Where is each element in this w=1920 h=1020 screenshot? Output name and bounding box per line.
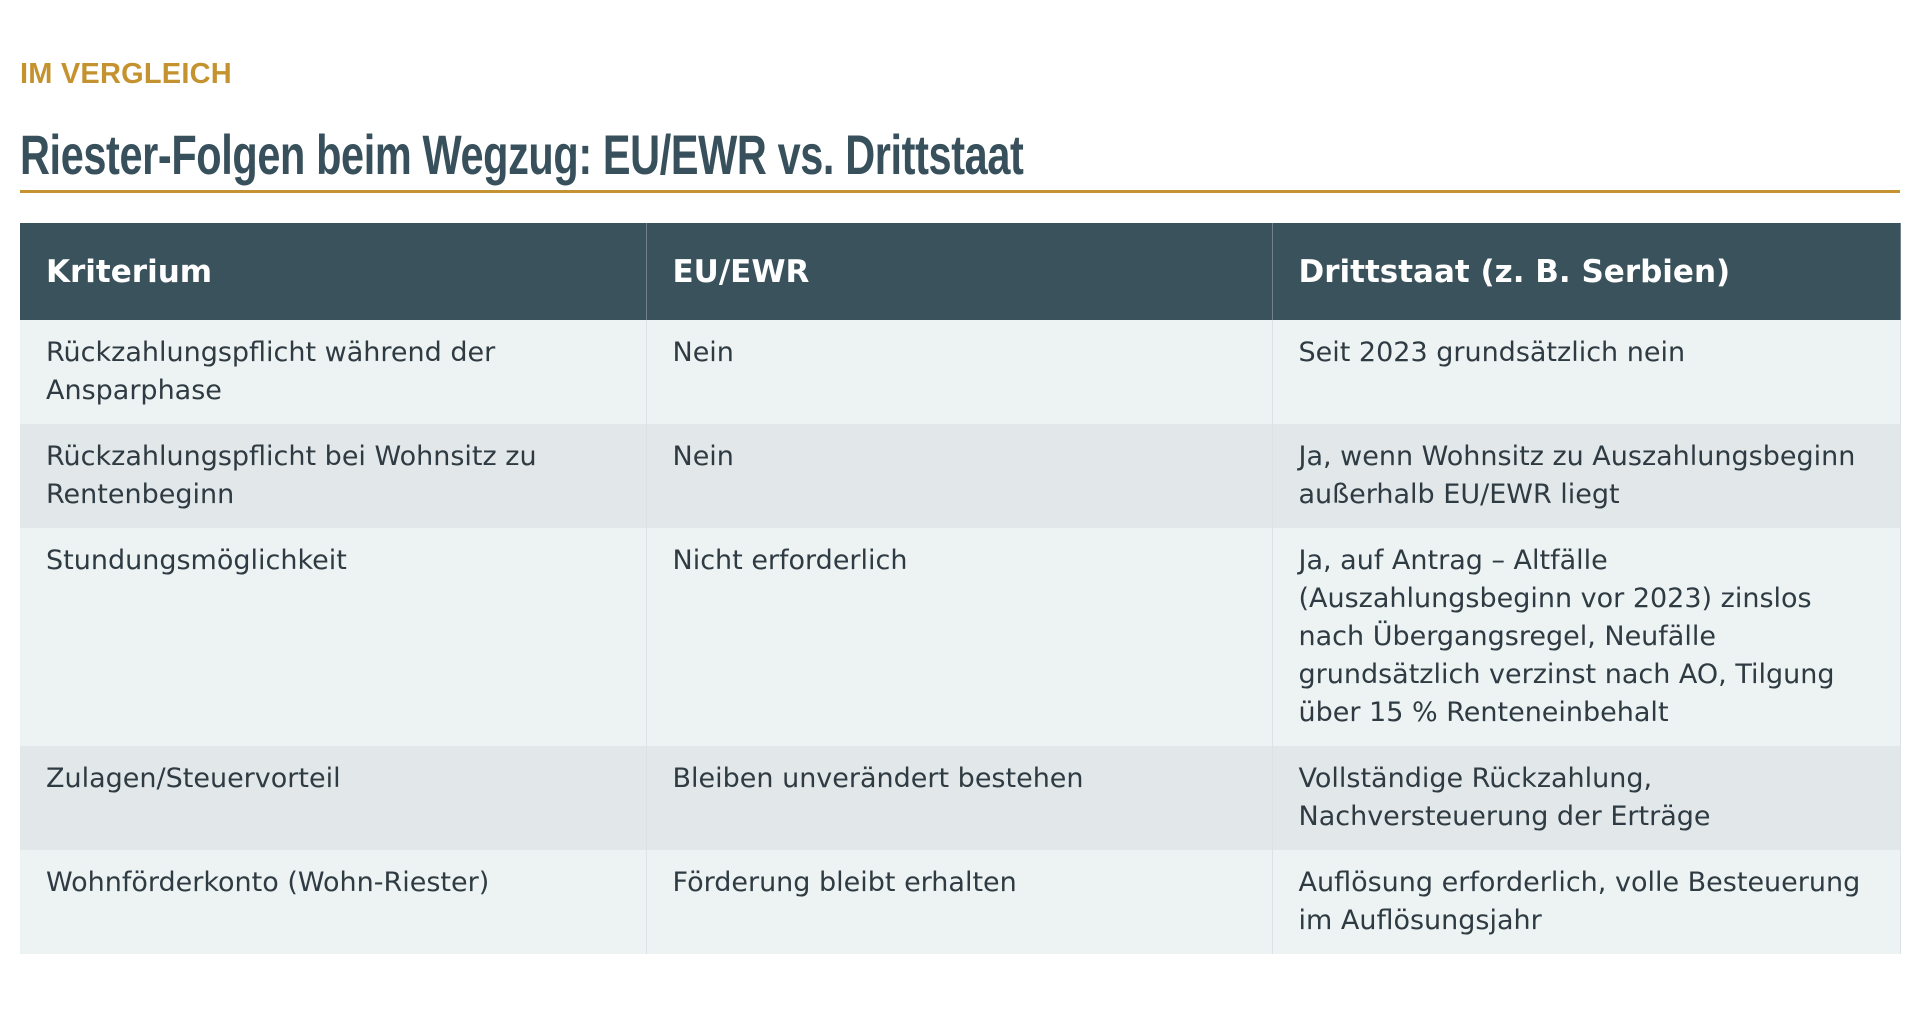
table-cell: Auflösung erforderlich, volle Besteuerun… (1272, 850, 1901, 954)
table-cell: Nein (646, 320, 1273, 424)
header-cell: Drittstaat (z. B. Serbien) (1272, 223, 1901, 320)
table-cell: Nein (646, 424, 1273, 528)
table-cell: Rückzahlungspflicht bei Wohnsitz zu Rent… (20, 424, 647, 528)
table-row: Stundungsmöglichkeit Nicht erforderlich Ja… (20, 528, 1901, 746)
table-row: Wohnförderkonto (Wohn-Riester) Förderung … (20, 850, 1901, 954)
table-cell: Stundungsmöglichkeit (20, 528, 647, 746)
table-body: Rückzahlungspflicht während der Ansparph… (20, 320, 1901, 954)
header-cell: Kriterium (20, 223, 647, 320)
table-cell: Ja, auf Antrag – Altfälle (Auszahlungsbe… (1272, 528, 1901, 746)
table-cell: Zulagen/Steuervorteil (20, 746, 647, 850)
table-cell: Vollständige Rückzahlung, Nachversteueru… (1272, 746, 1901, 850)
table-cell: Nicht erforderlich (646, 528, 1273, 746)
table-cell: Ja, wenn Wohnsitz zu Auszahlungsbeginn a… (1272, 424, 1901, 528)
comparison-table: Kriterium EU/EWR Drittstaat (z. B. Serbien… (20, 223, 1901, 954)
table-cell: Förderung bleibt erhalten (646, 850, 1273, 954)
table-head: Kriterium EU/EWR Drittstaat (z. B. Serbien… (20, 223, 1901, 320)
table-row: Zulagen/Steuervorteil Bleiben unverändert… (20, 746, 1901, 850)
kicker: IM VERGLEICH (20, 58, 232, 90)
header-row: Kriterium EU/EWR Drittstaat (z. B. Serbien… (20, 223, 1901, 320)
table-cell: Wohnförderkonto (Wohn-Riester) (20, 850, 647, 954)
table-cell: Bleiben unverändert bestehen (646, 746, 1273, 850)
table-cell: Seit 2023 grundsätzlich nein (1272, 320, 1901, 424)
table-cell: Rückzahlungspflicht während der Ansparph… (20, 320, 647, 424)
table-row: Rückzahlungspflicht bei Wohnsitz zu Rent… (20, 424, 1901, 528)
title: Riester-Folgen beim Wegzug: EU/EWR vs. D… (20, 123, 1024, 186)
title-block: Riester-Folgen beim Wegzug: EU/EWR vs. D… (20, 122, 1900, 193)
header-cell: EU/EWR (646, 223, 1273, 320)
table-row: Rückzahlungspflicht während der Ansparph… (20, 320, 1901, 424)
